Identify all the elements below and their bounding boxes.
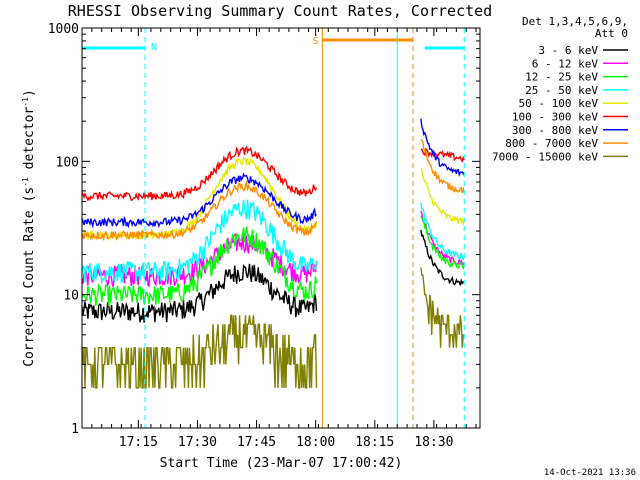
legend-label: 3 - 6 keV [538, 44, 598, 57]
legend-label: 6 - 12 keV [532, 57, 599, 70]
x-tick-label: 17:15 [119, 435, 158, 450]
x-tick-label: 17:45 [237, 435, 276, 450]
x-tick-label: 17:30 [178, 435, 217, 450]
y-tick-label: 1000 [48, 22, 79, 37]
x-tick-label: 18:15 [355, 435, 394, 450]
legend-header-2: Att 0 [595, 27, 628, 40]
series-line-post [420, 138, 465, 194]
series-line-post [420, 118, 465, 178]
saa-label: S [313, 36, 319, 47]
series-line-pre [81, 199, 318, 285]
series-line-post [420, 216, 465, 271]
legend-label: 7000 - 15000 keV [492, 150, 598, 163]
series-line-pre [81, 145, 318, 202]
plot-data [81, 118, 465, 389]
x-axis-ticks: 17:15 17:30 17:45 18:00 18:15 18:30 [81, 28, 477, 450]
annotation-layer: NS [82, 28, 465, 428]
series-line-post [420, 229, 465, 286]
series-line-post [420, 147, 465, 163]
series-line-pre [81, 263, 318, 323]
y-tick-label: 100 [56, 155, 79, 170]
x-tick-label: 18:30 [414, 435, 453, 450]
night-label: N [151, 42, 157, 53]
legend-label: 50 - 100 keV [519, 97, 599, 110]
series-line-pre [81, 314, 318, 389]
legend-label: 800 - 7000 keV [505, 137, 598, 150]
y-axis-label: Corrected Count Rate (s-1 detector-1) [21, 89, 37, 367]
series-line-post [420, 267, 465, 348]
series-line-pre [81, 172, 318, 229]
x-tick-label: 18:00 [296, 435, 335, 450]
chart-title: RHESSI Observing Summary Count Rates, Co… [68, 2, 492, 20]
series-line-post [420, 167, 465, 226]
series-line-pre [81, 180, 318, 242]
timestamp: 14-Oct-2021 13:36 [544, 468, 636, 478]
x-axis-label: Start Time (23-Mar-07 17:00:42) [160, 456, 403, 471]
series-line-pre [81, 156, 318, 242]
y-axis-ticks: 1 10 100 1000 [48, 22, 480, 437]
series-line-post [420, 210, 465, 266]
legend-header-1: Det 1,3,4,5,6,9, [522, 15, 628, 28]
y-tick-label: 1 [71, 422, 79, 437]
legend-label: 25 - 50 keV [525, 84, 598, 97]
legend-label: 100 - 300 keV [512, 111, 598, 124]
y-tick-label: 10 [63, 289, 79, 304]
plot-frame [81, 27, 481, 429]
series-line-post [420, 202, 465, 261]
legend-label: 300 - 800 keV [512, 124, 598, 137]
series-line-pre [81, 226, 318, 306]
legend-label: 12 - 25 keV [525, 71, 598, 84]
